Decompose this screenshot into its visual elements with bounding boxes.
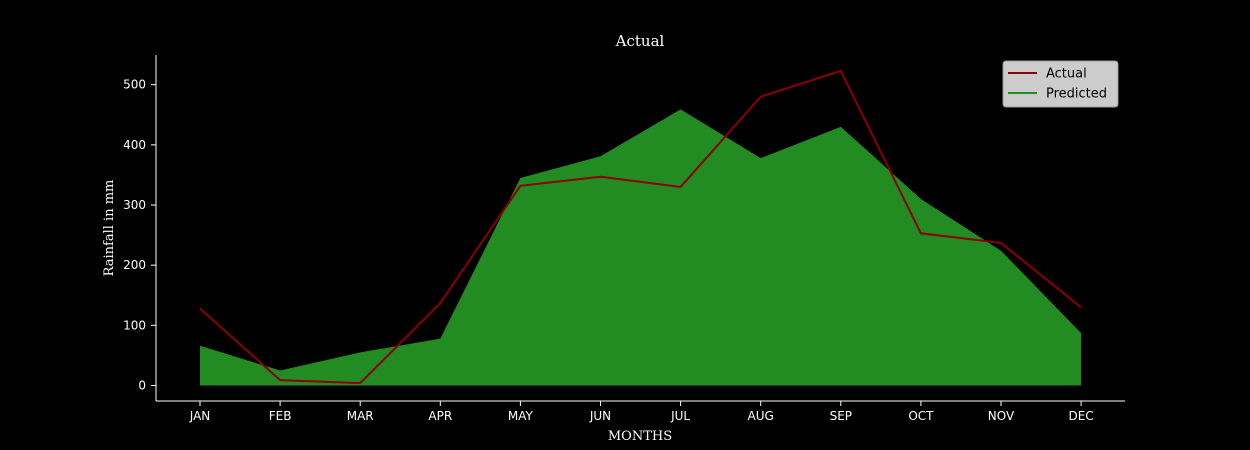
x-tick-label: MAY <box>508 409 534 423</box>
y-tick-label: 200 <box>123 258 146 272</box>
y-tick-label: 100 <box>123 318 146 332</box>
x-axis-label: MONTHS <box>608 429 672 444</box>
legend-label-actual: Actual <box>1046 67 1087 82</box>
x-tick-label: APR <box>428 409 452 423</box>
legend: Actual Predicted <box>1002 60 1119 108</box>
x-ticks: JAN FEB MAR APR MAY JUN JUL AUG SEP OCT NOV DEC <box>189 401 1094 423</box>
series-line-actual <box>199 69 1082 385</box>
x-tick-label: DEC <box>1068 409 1093 423</box>
y-axis-label: Rainfall in mm <box>102 180 117 277</box>
series-area-predicted <box>200 109 1082 386</box>
x-tick-label: SEP <box>830 409 852 423</box>
plot-area <box>199 69 1082 386</box>
y-tick-label: 400 <box>123 138 146 152</box>
y-tick-label: 0 <box>138 379 146 393</box>
x-tick-label: OCT <box>908 409 934 423</box>
x-tick-label: NOV <box>988 409 1015 423</box>
y-tick-label: 500 <box>123 78 146 92</box>
x-tick-label: JUN <box>589 409 611 423</box>
y-ticks: 0 100 200 300 400 500 <box>123 78 156 393</box>
x-tick-label: JUL <box>670 409 690 423</box>
legend-label-predicted: Predicted <box>1046 87 1107 102</box>
chart-title: Actual <box>615 32 665 50</box>
x-tick-label: MAR <box>347 409 374 423</box>
x-tick-label: FEB <box>269 409 292 423</box>
x-tick-label: AUG <box>748 409 774 423</box>
y-tick-label: 300 <box>123 198 146 212</box>
x-tick-label: JAN <box>189 409 211 423</box>
